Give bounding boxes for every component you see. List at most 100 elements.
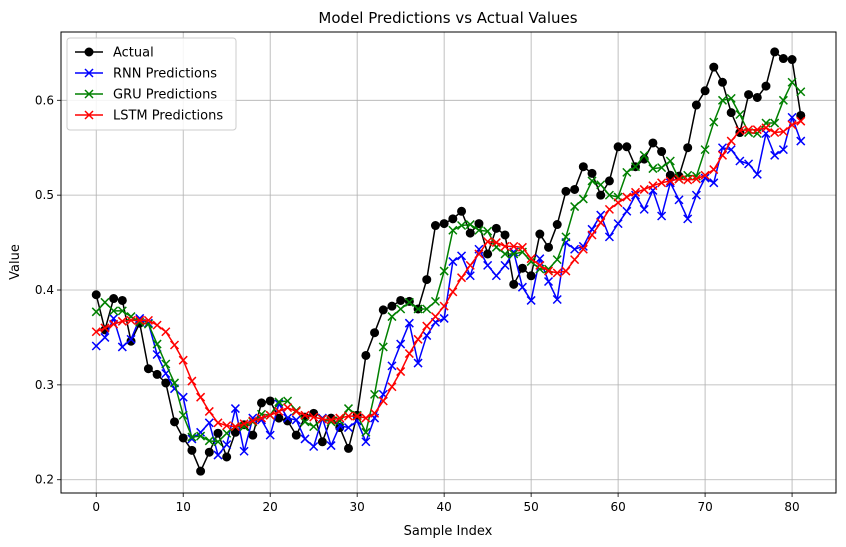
- data-point: [152, 320, 162, 330]
- data-point: [535, 254, 545, 264]
- data-point: [457, 206, 467, 216]
- data-point: [544, 242, 554, 252]
- legend-label: GRU Predictions: [113, 88, 217, 103]
- data-point: [291, 415, 301, 425]
- data-point: [413, 304, 423, 314]
- data-point: [161, 359, 171, 369]
- data-point: [152, 369, 162, 379]
- data-point: [613, 198, 623, 208]
- data-point: [361, 413, 371, 423]
- x-tick-label: 40: [437, 500, 452, 514]
- legend-marker: [84, 110, 94, 120]
- data-point: [622, 192, 632, 202]
- data-point: [291, 430, 301, 440]
- data-point: [291, 406, 301, 416]
- data-point: [526, 295, 536, 305]
- data-point: [361, 427, 371, 437]
- data-point: [213, 428, 223, 438]
- legend-box: [66, 37, 237, 131]
- data-point: [735, 156, 745, 166]
- data-point: [361, 437, 371, 447]
- data-point: [570, 255, 580, 265]
- y-tick-label: 0.3: [35, 378, 54, 392]
- data-point: [117, 295, 127, 305]
- x-axis: 0 10 20 30 40 50 60 70 80: [92, 493, 800, 514]
- data-point: [787, 77, 797, 87]
- data-point: [222, 440, 232, 450]
- data-point: [135, 317, 145, 327]
- data-point: [465, 228, 475, 238]
- data-point: [309, 441, 319, 452]
- data-point: [274, 406, 284, 416]
- data-point: [187, 445, 197, 455]
- data-point: [761, 81, 771, 91]
- legend-label: RNN Predictions: [113, 67, 217, 82]
- data-point: [604, 176, 614, 186]
- data-point: [517, 242, 527, 252]
- data-point: [744, 90, 754, 100]
- data-point: [744, 159, 754, 169]
- data-point: [648, 138, 658, 148]
- data-point: [596, 180, 606, 190]
- data-point: [309, 412, 319, 422]
- data-point: [613, 219, 623, 229]
- data-point: [770, 118, 780, 128]
- y-tick-label: 0.5: [35, 188, 54, 202]
- data-point: [178, 433, 188, 443]
- series-line: [95, 81, 802, 443]
- x-tick-label: 70: [697, 500, 712, 514]
- data-point: [570, 244, 580, 254]
- x-tick-label: 20: [263, 500, 278, 514]
- data-point: [709, 178, 719, 188]
- grid: [61, 32, 836, 493]
- data-point: [361, 350, 371, 360]
- data-point: [343, 411, 354, 421]
- data-point: [483, 249, 493, 259]
- data-point: [448, 257, 458, 267]
- data-point: [761, 123, 771, 133]
- data-point: [709, 165, 719, 175]
- data-point: [752, 128, 762, 139]
- data-point: [448, 214, 458, 224]
- data-point: [509, 249, 519, 259]
- series-line: [95, 116, 802, 456]
- plot-frame: [60, 31, 837, 494]
- data-point: [343, 404, 354, 414]
- data-point: [239, 446, 249, 456]
- data-point: [430, 296, 440, 306]
- data-point: [178, 410, 188, 420]
- data-point: [100, 323, 110, 333]
- data-point: [570, 202, 580, 212]
- legend-label: Actual: [113, 46, 154, 61]
- legend-item-actual: Actual: [75, 46, 154, 61]
- data-point: [265, 410, 275, 420]
- data-point: [126, 334, 136, 344]
- data-point: [448, 287, 458, 297]
- data-point: [422, 331, 432, 341]
- data-point: [143, 315, 153, 325]
- x-tick-label: 30: [350, 500, 365, 514]
- data-point: [178, 355, 188, 365]
- data-point: [196, 466, 206, 476]
- data-point: [535, 260, 545, 270]
- data-point: [517, 263, 527, 273]
- data-point: [204, 447, 214, 457]
- legend: Actual RNN Predictions GRU Predictions LSTM…: [66, 37, 237, 131]
- data-point: [317, 414, 327, 424]
- data-point: [717, 77, 727, 87]
- data-point: [404, 318, 414, 328]
- data-point: [561, 186, 571, 196]
- data-point: [604, 232, 614, 242]
- data-point: [700, 86, 710, 96]
- data-point: [517, 282, 527, 292]
- data-point: [230, 422, 240, 432]
- data-point: [674, 195, 684, 205]
- data-point: [657, 211, 667, 221]
- data-point: [726, 145, 736, 155]
- data-point: [422, 275, 432, 285]
- data-point: [404, 349, 414, 359]
- data-point: [709, 117, 719, 127]
- data-point: [204, 436, 214, 446]
- data-point: [622, 206, 632, 216]
- data-point: [152, 339, 162, 349]
